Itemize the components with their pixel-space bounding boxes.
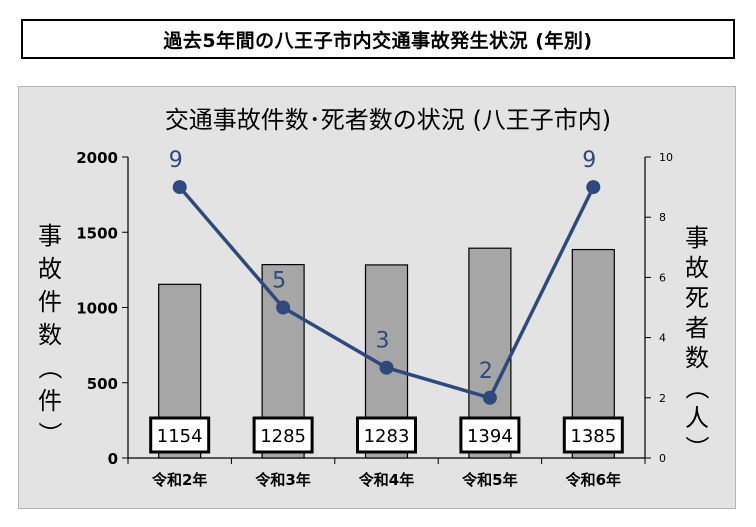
axes: 0 500 1000 1500 2000 0 2 4 6 8 10 令和2年 令和3年 令和4年 令和5年 令… bbox=[76, 149, 673, 489]
fatality-value-label: 2 bbox=[479, 359, 493, 384]
chart-title: 交通事故件数･死者数の状況 (八王子市内) bbox=[165, 106, 611, 134]
y-left-tick-label: 2000 bbox=[76, 149, 118, 167]
y-right-tick-label: 8 bbox=[659, 211, 666, 224]
y-right-tick-label: 10 bbox=[659, 151, 673, 164]
y-right-tick-label: 4 bbox=[659, 332, 666, 345]
axis-label-char: 故 bbox=[685, 254, 709, 282]
y-left-tick-label: 500 bbox=[87, 375, 118, 393]
fatality-point bbox=[172, 180, 187, 195]
bar-value-box bbox=[149, 416, 211, 454]
fatality-point bbox=[482, 390, 497, 405]
y-left-tick-label: 1500 bbox=[76, 224, 118, 242]
axis-label-char: 事 bbox=[685, 224, 709, 252]
y-left-axis-label: 事故件数（件） bbox=[36, 222, 64, 446]
x-tick-label: 令和5年 bbox=[462, 471, 517, 489]
bar-value-box bbox=[459, 416, 521, 454]
axis-label-char: 者 bbox=[685, 314, 709, 342]
bar-value-label: 1394 bbox=[467, 426, 513, 447]
x-tick-label: 令和6年 bbox=[566, 471, 621, 489]
bar-value-label: 1385 bbox=[570, 426, 616, 447]
axis-label-char: （ bbox=[36, 356, 64, 380]
x-tick-label: 令和4年 bbox=[359, 471, 414, 489]
fatality-point bbox=[379, 360, 394, 375]
y-right-tick-label: 0 bbox=[659, 452, 666, 465]
y-right-tick-label: 6 bbox=[659, 271, 666, 284]
bar-value-box bbox=[562, 416, 624, 454]
fatality-value-label: 5 bbox=[272, 269, 286, 294]
fatality-point bbox=[276, 300, 291, 315]
page-heading-box: 過去5年間の八王子市内交通事故発生状況 (年別) bbox=[21, 19, 735, 59]
bar-value-box bbox=[252, 416, 314, 454]
fatality-line: 9 5 3 2 9 bbox=[169, 148, 601, 405]
y-right-tick-label: 2 bbox=[659, 392, 666, 405]
fatality-value-label: 3 bbox=[376, 329, 390, 354]
axis-label-char: 故 bbox=[38, 255, 62, 283]
axis-label-char: ） bbox=[36, 422, 64, 446]
x-tick-label: 令和3年 bbox=[255, 471, 310, 489]
axis-label-char: （ bbox=[683, 376, 711, 400]
axis-label-char: 件 bbox=[38, 387, 62, 415]
axis-label-char: 死 bbox=[685, 284, 709, 312]
axis-label-char: 事 bbox=[38, 222, 62, 250]
bar-value-box bbox=[356, 416, 417, 454]
axis-label-char: 件 bbox=[38, 288, 62, 316]
axis-label-char: 数 bbox=[685, 344, 709, 372]
bar-value-label: 1154 bbox=[157, 426, 203, 447]
x-tick-label: 令和2年 bbox=[152, 471, 207, 489]
y-left-tick-label: 0 bbox=[108, 450, 118, 468]
bar-value-label: 1283 bbox=[364, 426, 410, 447]
axis-label-char: ） bbox=[683, 436, 711, 460]
fatality-value-label: 9 bbox=[169, 148, 183, 173]
page-heading: 過去5年間の八王子市内交通事故発生状況 (年別) bbox=[163, 29, 593, 52]
y-left-tick-label: 1000 bbox=[76, 300, 118, 318]
bar-value-label: 1285 bbox=[260, 426, 306, 447]
fatality-value-label: 9 bbox=[582, 148, 596, 173]
axis-label-char: 人 bbox=[685, 404, 709, 432]
fatality-point bbox=[586, 180, 601, 195]
axis-label-char: 数 bbox=[38, 321, 62, 349]
